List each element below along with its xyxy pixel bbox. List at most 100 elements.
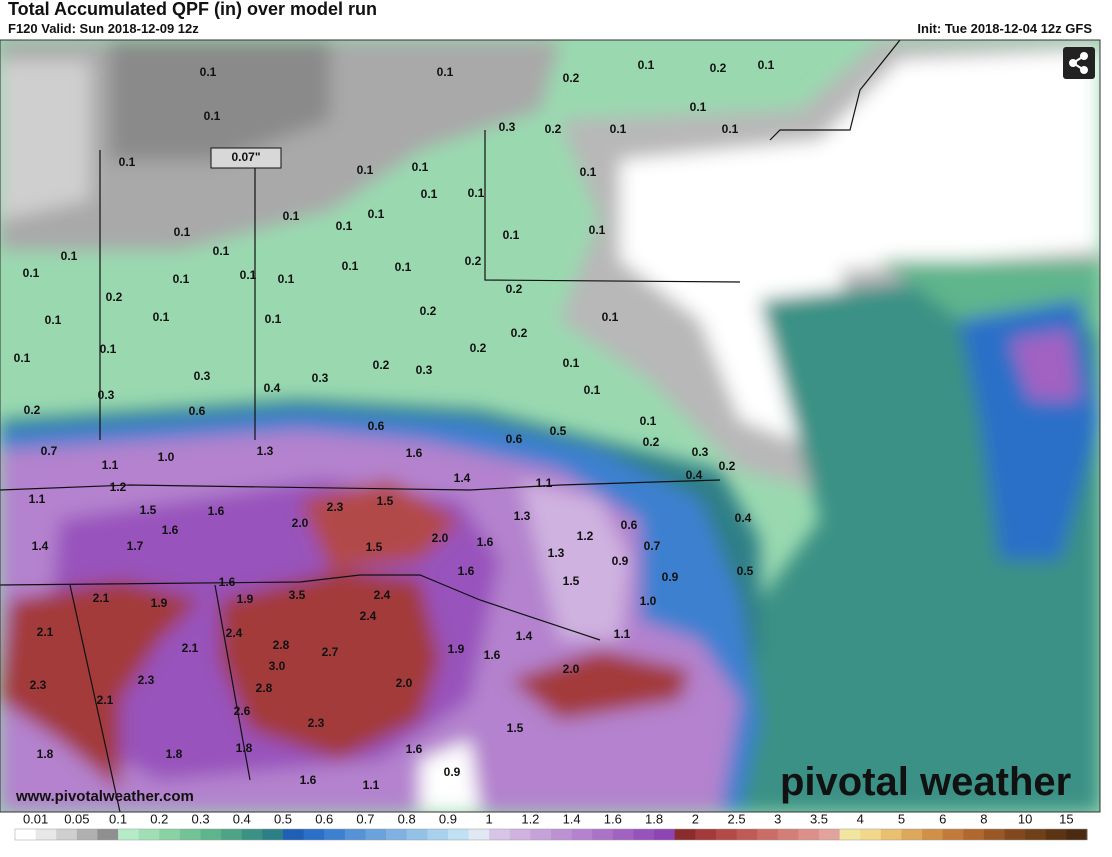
qpf-label: 1.3 — [514, 509, 531, 523]
qpf-label: 3.0 — [269, 659, 286, 673]
qpf-label: 0.1 — [421, 187, 438, 201]
colorbar-tick: 2 — [692, 811, 699, 826]
qpf-label: 0.1 — [437, 65, 454, 79]
colorbar-cell — [839, 829, 861, 840]
colorbar-cell — [138, 829, 160, 840]
qpf-label: 0.1 — [100, 342, 117, 356]
colorbar-cell — [76, 829, 98, 840]
qpf-label: 0.1 — [580, 165, 597, 179]
qpf-label: 2.4 — [374, 588, 391, 602]
colorbar-tick: 0.05 — [64, 811, 89, 826]
colorbar-cell — [97, 829, 119, 840]
qpf-label: 1.3 — [548, 546, 565, 560]
qpf-label: 1.4 — [454, 471, 471, 485]
init-time: Init: Tue 2018-12-04 12z GFS — [917, 21, 1092, 36]
colorbar-cell — [200, 829, 222, 840]
qpf-label: 0.1 — [357, 163, 374, 177]
qpf-label: 2.3 — [30, 678, 47, 692]
qpf-label: 1.6 — [406, 446, 423, 460]
qpf-label: 0.1 — [722, 122, 739, 136]
colorbar-cell — [798, 829, 820, 840]
colorbar-cell — [757, 829, 779, 840]
qpf-label: 2.8 — [256, 681, 273, 695]
qpf-label: 0.1 — [342, 259, 359, 273]
qpf-label: 0.1 — [412, 160, 429, 174]
colorbar-tick: 0.8 — [398, 811, 416, 826]
qpf-label: 2.0 — [563, 662, 580, 676]
colorbar-cell — [530, 829, 552, 840]
qpf-label: 0.1 — [640, 414, 657, 428]
qpf-label: 0.1 — [368, 207, 385, 221]
qpf-label: 0.1 — [153, 310, 170, 324]
qpf-label: 0.1 — [610, 122, 627, 136]
qpf-label: 0.3 — [312, 371, 329, 385]
qpf-label: 2.1 — [182, 641, 199, 655]
colorbar-cell — [571, 829, 593, 840]
colorbar-cell — [551, 829, 573, 840]
qpf-label: 2.4 — [226, 626, 243, 640]
qpf-label: 1.2 — [577, 529, 594, 543]
colorbar-cell — [1045, 829, 1067, 840]
colorbar-tick: 8 — [980, 811, 987, 826]
qpf-label: 2.3 — [327, 500, 344, 514]
colorbar-cell — [118, 829, 140, 840]
qpf-label: 1.6 — [477, 535, 494, 549]
qpf-label: 1.5 — [563, 574, 580, 588]
title: Total Accumulated QPF (in) over model ru… — [8, 0, 377, 19]
qpf-label: 0.2 — [373, 358, 390, 372]
colorbar-tick: 5 — [898, 811, 905, 826]
qpf-label: 0.1 — [23, 266, 40, 280]
qpf-label: 0.3 — [98, 388, 115, 402]
qpf-label: 0.2 — [420, 304, 437, 318]
qpf-label: 1.7 — [127, 539, 144, 553]
colorbar-cell — [303, 829, 325, 840]
qpf-label: 0.2 — [465, 254, 482, 268]
colorbar-tick: 3.5 — [810, 811, 828, 826]
qpf-label: 2.0 — [396, 676, 413, 690]
qpf-label: 2.1 — [93, 591, 110, 605]
site-url: www.pivotalweather.com — [15, 788, 194, 805]
colorbar-cell — [283, 829, 305, 840]
colorbar-cell — [447, 829, 470, 840]
share-button[interactable] — [1063, 47, 1095, 79]
colorbar-tick: 0.4 — [233, 811, 251, 826]
qpf-label: 1.5 — [366, 540, 383, 554]
colorbar-cell — [262, 829, 284, 840]
qpf-label: 0.4 — [735, 511, 752, 525]
qpf-label: 2.7 — [322, 645, 339, 659]
qpf-label: 2.8 — [273, 638, 290, 652]
qpf-label: 1.0 — [640, 594, 657, 608]
qpf-label: 3.5 — [289, 588, 306, 602]
qpf-label: 1.9 — [448, 642, 465, 656]
qpf-label: 0.1 — [204, 109, 221, 123]
qpf-label: 1.2 — [110, 480, 127, 494]
qpf-label: 1.6 — [219, 575, 236, 589]
qpf-label: 0.1 — [265, 312, 282, 326]
qpf-label: 1.0 — [158, 450, 175, 464]
colorbar-cell — [983, 829, 1006, 840]
qpf-label: 0.4 — [686, 468, 703, 482]
colorbar-cell — [241, 829, 263, 840]
valid-time: F120 Valid: Sun 2018-12-09 12z — [8, 21, 199, 36]
qpf-label: 0.3 — [416, 363, 433, 377]
colorbar-tick: 10 — [1018, 811, 1032, 826]
qpf-label: 0.9 — [612, 554, 629, 568]
qpf-label: 1.3 — [257, 444, 274, 458]
colorbar-frame — [14, 828, 1088, 841]
qpf-label: 0.6 — [621, 518, 638, 532]
qpf-label: 1.6 — [300, 773, 317, 787]
qpf-label: 1.1 — [102, 458, 119, 472]
qpf-label: 0.1 — [213, 244, 230, 258]
qpf-label: 1.6 — [484, 648, 501, 662]
colorbar-cell — [489, 829, 511, 840]
qpf-label: 0.1 — [690, 100, 707, 114]
qpf-label: 1.8 — [37, 747, 54, 761]
qpf-label: 0.1 — [758, 58, 775, 72]
box-label: 0.07" — [231, 150, 260, 164]
colorbar-cell — [509, 829, 531, 840]
colorbar-cell — [880, 829, 902, 840]
qpf-label: 2.6 — [234, 704, 251, 718]
qpf-label: 1.5 — [140, 503, 157, 517]
